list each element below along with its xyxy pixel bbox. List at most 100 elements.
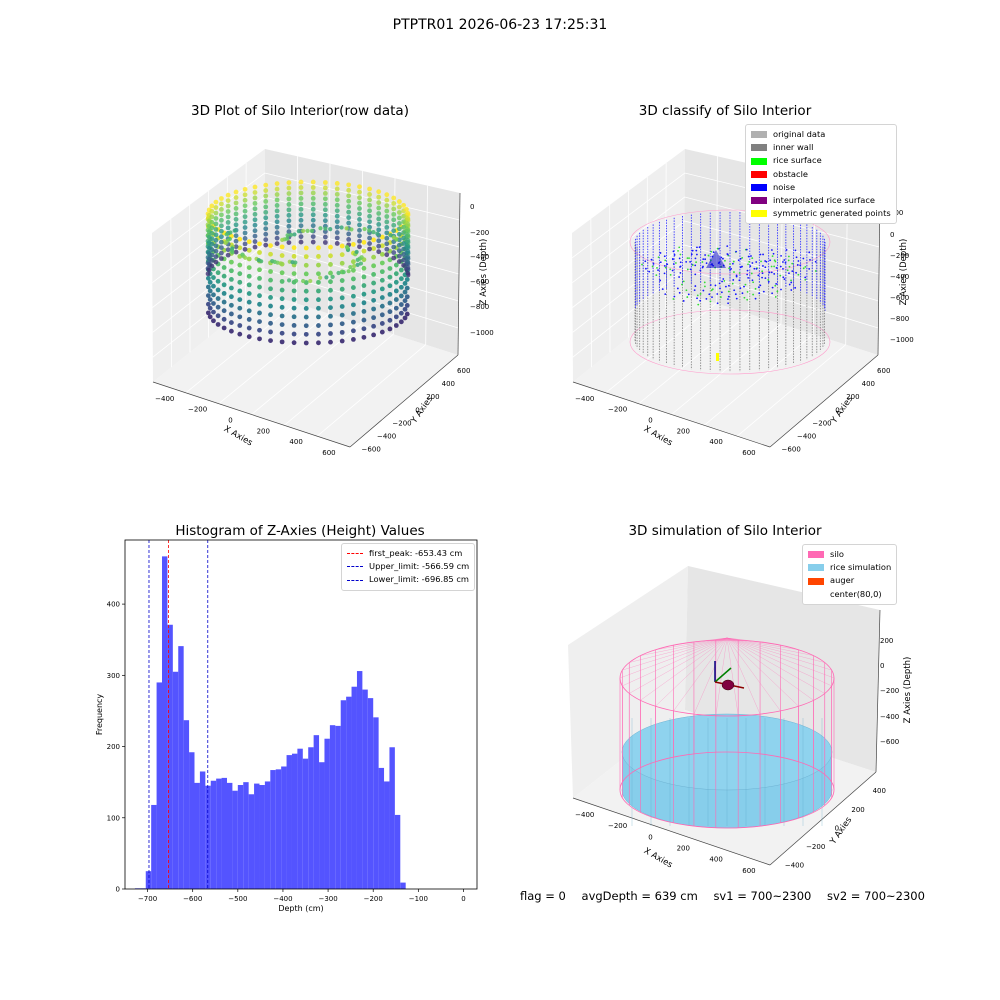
silo-roof-line xyxy=(726,637,814,701)
scatter-point xyxy=(698,246,701,249)
scatter-point xyxy=(293,278,299,283)
scatter-point xyxy=(242,219,248,225)
scatter-point xyxy=(659,279,662,282)
scatter-point xyxy=(334,208,340,214)
scatter-point xyxy=(398,319,404,325)
scatter-point xyxy=(718,247,720,250)
scatter-point xyxy=(379,251,385,257)
z-gridline xyxy=(152,268,459,358)
scatter-point xyxy=(328,244,333,250)
histogram-bar xyxy=(340,700,347,889)
scatter-point xyxy=(334,224,340,230)
scatter-point xyxy=(242,230,248,236)
scatter-point xyxy=(752,293,755,296)
scatter-point xyxy=(263,209,269,215)
scatter-point xyxy=(371,230,376,235)
scatter-point xyxy=(716,247,719,250)
scatter-point xyxy=(328,287,333,293)
scatter-point xyxy=(211,283,216,289)
legend-swatch xyxy=(808,564,824,572)
scatter-point xyxy=(215,296,221,301)
scatter-point xyxy=(291,288,297,294)
scatter-point xyxy=(209,225,215,231)
legend-line xyxy=(347,566,363,568)
scatter-point xyxy=(371,254,377,260)
scatter-point xyxy=(263,242,269,248)
z-tick-label: −400 xyxy=(890,273,909,281)
histogram-bar xyxy=(167,624,173,889)
x-gridline xyxy=(218,163,331,405)
scatter-point xyxy=(733,289,736,292)
scatter-point xyxy=(384,225,390,230)
scatter-point xyxy=(252,200,258,206)
scatter-point xyxy=(233,233,239,239)
histogram-bar xyxy=(367,698,374,889)
scatter-point xyxy=(316,305,321,311)
scatter-point xyxy=(737,259,740,262)
scatter-point xyxy=(237,323,243,328)
scatter-point xyxy=(309,228,315,234)
status-footer: flag = 0 avgDepth = 639 cm sv1 = 700~230… xyxy=(520,889,937,903)
scatter-point xyxy=(728,267,731,270)
scatter-point xyxy=(398,284,404,290)
plot4-3d-axes: −400 −200 0 200 400 600 −400 −200 0 200 400 200 0 −20… xyxy=(568,566,913,875)
x-tick-label: −200 xyxy=(364,895,383,903)
scatter-point xyxy=(387,257,393,263)
scatter-point xyxy=(678,257,681,260)
scatter-point xyxy=(384,214,390,219)
scatter-point xyxy=(371,263,377,269)
scatter-point xyxy=(233,216,239,222)
scatter-point xyxy=(664,293,667,296)
scatter-point xyxy=(710,250,713,253)
scatter-point xyxy=(361,248,367,254)
scatter-point xyxy=(657,256,660,259)
scatter-point xyxy=(808,267,811,270)
scatter-point xyxy=(721,280,723,283)
y-axis-label: Frequency xyxy=(95,694,104,736)
scatter-point xyxy=(357,211,362,217)
scatter-point xyxy=(246,265,252,271)
symmetric-point xyxy=(716,353,719,361)
scatter-point xyxy=(783,278,786,281)
scatter-point xyxy=(339,304,345,309)
scatter-point xyxy=(242,197,248,203)
scatter-point xyxy=(288,232,294,237)
avg-depth-text: avgDepth = 639 cm xyxy=(581,889,698,903)
scatter-point xyxy=(367,192,372,197)
legend-label: noise xyxy=(773,181,796,192)
scatter-point xyxy=(209,263,215,269)
scatter-point xyxy=(376,221,382,227)
scatter-point xyxy=(242,225,248,230)
histogram-title: Histogram of Z-Axies (Height) Values xyxy=(175,523,425,539)
x-gridline xyxy=(704,178,816,426)
scatter-point xyxy=(218,201,224,207)
scatter-point xyxy=(298,206,304,212)
scatter-point xyxy=(663,265,666,267)
silo-roof-line xyxy=(640,637,728,656)
scatter-point xyxy=(702,289,705,292)
scatter-point xyxy=(252,195,258,201)
scatter-point xyxy=(678,276,680,278)
scatter-point xyxy=(396,204,402,210)
scatter-point xyxy=(782,276,785,279)
scatter-point xyxy=(697,303,700,306)
scatter-point xyxy=(233,238,239,244)
scatter-point xyxy=(376,249,382,255)
legend-label: original data xyxy=(773,129,826,139)
scatter-point xyxy=(402,281,408,286)
scatter-point xyxy=(298,196,304,201)
scatter-point xyxy=(291,314,297,320)
silo-roof-line xyxy=(726,637,832,671)
scatter-point xyxy=(328,253,333,259)
scatter-point xyxy=(371,323,377,329)
scatter-point xyxy=(738,272,741,274)
scatter-point xyxy=(702,258,705,261)
scatter-point xyxy=(286,240,292,246)
scatter-point xyxy=(328,262,333,267)
scatter-point xyxy=(359,255,364,260)
scatter-point xyxy=(694,273,697,276)
x-axis-line xyxy=(152,381,351,448)
scatter-point xyxy=(242,186,248,192)
scatter-point xyxy=(225,247,231,253)
